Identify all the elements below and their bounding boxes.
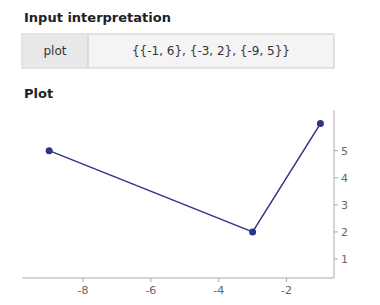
chart: Input interpretation plot {{-1, 6}, {-3, 2…: [0, 0, 380, 305]
y-tick: [334, 177, 338, 178]
table-text: {{-1, 6}, {-3, 2}, {-9, 5}}: [132, 44, 290, 58]
y-axis-line: [334, 110, 335, 278]
data-point: [46, 147, 53, 154]
x-tick: [83, 278, 84, 282]
data-line: [49, 124, 320, 232]
table-left-cell: [23, 35, 89, 68]
chart-container: Input interpretation plot {{-1, 6}, {-3, 2…: [0, 0, 380, 305]
x-tick-label: -4: [213, 284, 224, 297]
y-tick-label: 2: [341, 226, 348, 239]
y-tick: [334, 231, 338, 232]
x-tick: [286, 278, 287, 282]
subtitle: Plot: [24, 86, 53, 101]
y-tick-label: 1: [341, 253, 348, 266]
x-tick: [218, 278, 219, 282]
x-tick-label: -6: [145, 284, 156, 297]
y-tick-label: 5: [341, 145, 348, 158]
table-divider: [88, 34, 89, 68]
x-tick-label: -8: [78, 284, 89, 297]
y-tick: [334, 150, 338, 151]
y-tick: [334, 204, 338, 205]
title: Input interpretation: [24, 10, 171, 25]
data-point: [317, 120, 324, 127]
data-point: [249, 228, 256, 235]
x-axis-line: [22, 278, 334, 279]
table-text: plot: [44, 44, 67, 58]
y-tick: [334, 259, 338, 260]
plot-area: [46, 120, 324, 235]
y-tick-label: 3: [341, 199, 348, 212]
table-box: [22, 34, 334, 68]
x-tick-label: -2: [281, 284, 292, 297]
y-tick-label: 4: [341, 172, 348, 185]
x-tick: [150, 278, 151, 282]
